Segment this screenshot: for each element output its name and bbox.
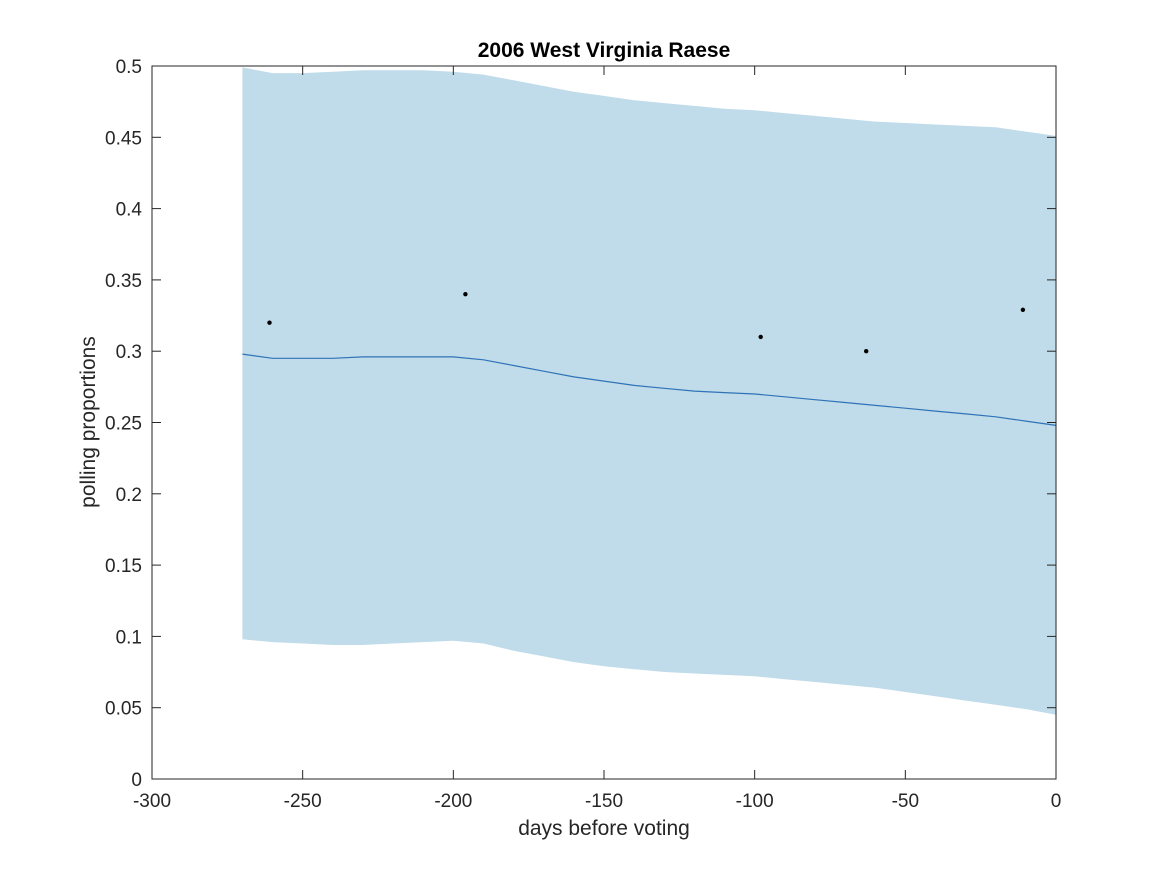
y-tick-label: 0.1	[116, 627, 142, 648]
chart-title: 2006 West Virginia Raese	[478, 39, 731, 62]
x-tick-label: 0	[1051, 791, 1062, 812]
plot-area	[242, 67, 1057, 715]
x-tick-label: -50	[892, 791, 919, 812]
y-tick-label: 0.35	[105, 271, 142, 292]
y-tick-label: 0.25	[105, 414, 142, 435]
x-tick-label: -150	[585, 791, 623, 812]
y-tick-label: 0.4	[116, 200, 143, 221]
x-tick-label: -100	[736, 791, 774, 812]
y-tick-label: 0.5	[116, 57, 142, 78]
axes: -300 -250 -200 -150 -100 -50 0 0 0.05 0.1 0.15 0.2 0…	[105, 57, 1061, 812]
x-tick-label: -250	[284, 791, 322, 812]
y-tick-label: 0.45	[105, 128, 142, 149]
poll-point-2	[758, 334, 763, 340]
x-tick-label: -200	[434, 791, 472, 812]
x-tick-label: -300	[133, 791, 171, 812]
series-line-0	[242, 353, 1057, 426]
y-tick-label: 0.05	[105, 699, 142, 720]
y-tick-label: 0	[131, 770, 142, 791]
poll-point-1	[463, 292, 468, 297]
confidence-band	[242, 67, 1056, 715]
y-axis-label: polling proportions	[77, 336, 100, 508]
x-axis-label: days before voting	[518, 817, 690, 840]
poll-point-4	[1020, 307, 1026, 312]
y-tick-label: 0.3	[116, 342, 142, 363]
poll-point-0	[267, 320, 272, 325]
poll-point-3	[864, 349, 869, 354]
y-tick-label: 0.15	[105, 556, 142, 577]
y-tick-label: 0.2	[116, 485, 142, 506]
